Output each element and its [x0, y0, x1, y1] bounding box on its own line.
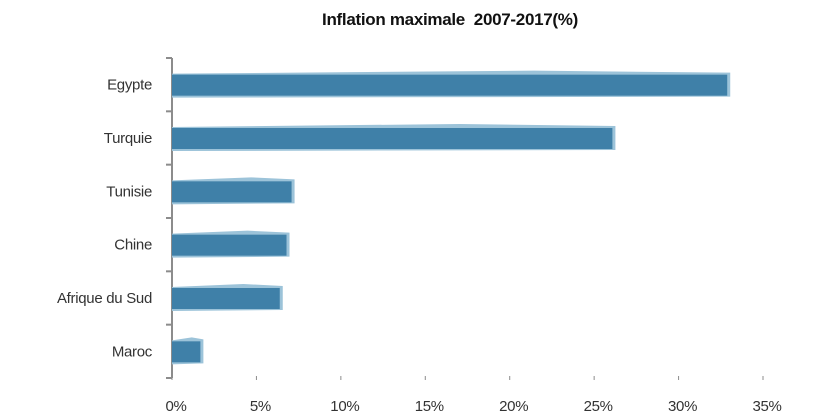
x-tick-label: 0%: [165, 398, 186, 415]
category-label: Maroc: [112, 343, 153, 360]
bar: [172, 128, 613, 149]
labels: 0% 5% 10% 15% 20% 25% 30% 35% Egypte Turquie Tunis…: [57, 77, 782, 415]
bar: [172, 181, 292, 203]
category-label: Tunisie: [106, 183, 152, 200]
category-label: Egypte: [107, 77, 152, 94]
chart-title: Inflation maximale 2007-2017(%): [322, 10, 578, 29]
bar: [172, 234, 287, 256]
bars: [172, 70, 731, 365]
x-tick-label: 20%: [499, 398, 528, 415]
x-tick-label: 25%: [584, 398, 613, 415]
x-tick-label: 35%: [752, 398, 781, 415]
x-tick-label: 30%: [668, 398, 697, 415]
bar: [172, 288, 280, 309]
bar: [172, 74, 728, 96]
category-label: Chine: [114, 237, 152, 254]
category-label: Afrique du Sud: [57, 290, 152, 307]
category-label: Turquie: [104, 130, 152, 147]
x-tick-label: 10%: [330, 398, 359, 415]
x-tick-label: 5%: [250, 398, 271, 415]
bar: [172, 341, 201, 363]
x-tick-label: 15%: [415, 398, 444, 415]
axes: [166, 57, 764, 380]
